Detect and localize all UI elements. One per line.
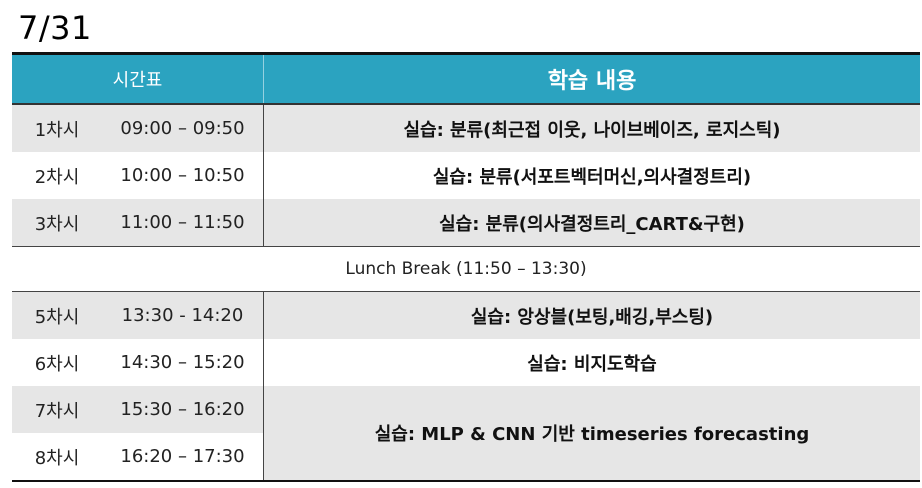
lesson-content: 실습: 분류(의사결정트리_CART&구현) — [439, 213, 745, 235]
time-range: 15:30 – 16:20 — [120, 399, 245, 420]
lesson-content: 실습: 분류(서포트벡터머신,의사결정트리) — [432, 166, 752, 188]
time-range: 14:30 – 15:20 — [120, 352, 245, 373]
period-label: 3차시 — [34, 213, 80, 235]
table-row: 3차시 11:00 – 11:50 실습: 분류(의사결정트리_CART&구현) — [12, 199, 920, 246]
time-range: 16:20 – 17:30 — [120, 446, 245, 467]
time-range: 13:30 - 14:20 — [121, 305, 244, 326]
period-label: 2차시 — [34, 166, 80, 188]
period-label: 5차시 — [34, 306, 80, 328]
lunch-break: Lunch Break (11:50 – 13:30) — [12, 246, 920, 292]
date-title: 7/31 — [18, 9, 92, 47]
header-schedule: 시간표 — [12, 55, 264, 103]
period-label: 1차시 — [34, 119, 80, 141]
table-row: 5차시 13:30 - 14:20 실습: 앙상블(보팅,배깅,부스팅) — [12, 292, 920, 339]
time-range: 10:00 – 10:50 — [120, 165, 245, 186]
table-row: 1차시 09:00 – 09:50 실습: 분류(최근접 이웃, 나이브베이즈, … — [12, 105, 920, 152]
period-label: 8차시 — [34, 447, 80, 469]
time-range: 09:00 – 09:50 — [120, 118, 245, 139]
table-header: 시간표 학습 내용 — [12, 55, 920, 105]
table-row: 2차시 10:00 – 10:50 실습: 분류(서포트벡터머신,의사결정트리) — [12, 152, 920, 199]
time-range: 11:00 – 11:50 — [120, 212, 245, 233]
lesson-content: 실습: MLP & CNN 기반 timeseries forecasting — [264, 386, 920, 480]
period-label: 6차시 — [34, 353, 80, 375]
lesson-content: 실습: 앙상블(보팅,배깅,부스팅) — [470, 306, 714, 328]
schedule-table: 시간표 학습 내용 1차시 09:00 – 09:50 실습: 분류(최근접 이웃… — [12, 52, 920, 482]
lesson-content: 실습: 분류(최근접 이웃, 나이브베이즈, 로지스틱) — [403, 119, 781, 141]
lesson-content: 실습: 비지도학습 — [527, 353, 657, 375]
period-label: 7차시 — [34, 400, 80, 422]
table-row: 8차시 16:20 – 17:30 — [12, 433, 263, 480]
table-row: 6차시 14:30 – 15:20 실습: 비지도학습 — [12, 339, 920, 386]
header-content: 학습 내용 — [547, 69, 637, 94]
merged-row: 7차시 15:30 – 16:20 8차시 16:20 – 17:30 실습: ML… — [12, 386, 920, 482]
table-row: 7차시 15:30 – 16:20 — [12, 386, 263, 433]
